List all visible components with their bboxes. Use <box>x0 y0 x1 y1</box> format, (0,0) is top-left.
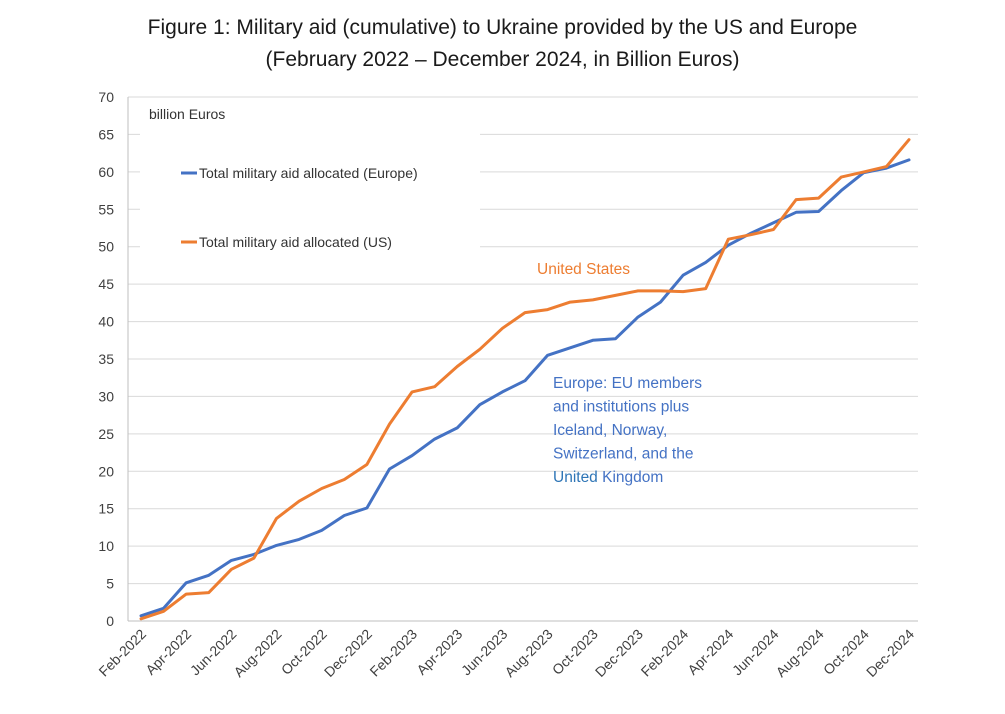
x-tick-label: Dec-2022 <box>321 626 375 680</box>
x-tick-label: Apr-2023 <box>413 626 465 678</box>
legend-background <box>140 104 480 264</box>
y-tick-label: 10 <box>98 538 114 554</box>
us-annotation: United States <box>537 261 630 278</box>
y-tick-label: 0 <box>106 613 114 629</box>
x-tick-label: Apr-2022 <box>142 626 194 678</box>
y-tick-label: 40 <box>98 314 114 330</box>
chart-title: Figure 1: Military aid (cumulative) to U… <box>147 16 858 39</box>
legend-entry: Total military aid allocated (Europe) <box>199 165 418 181</box>
y-tick-label: 55 <box>98 201 114 217</box>
x-tick-label: Dec-2023 <box>592 626 646 680</box>
us-series-line <box>139 138 911 621</box>
x-tick-label: Feb-2024 <box>638 626 692 680</box>
series-lines <box>139 138 911 621</box>
y-tick-label: 25 <box>98 426 114 442</box>
europe-annotation-line: Europe: EU members <box>553 375 702 392</box>
y-tick-label: 60 <box>98 164 114 180</box>
y-tick-label: 70 <box>98 89 114 105</box>
europe-annotation-fragment: United <box>553 469 598 486</box>
y-axis-unit-label: billion Euros <box>149 106 225 122</box>
x-tick-label: Aug-2022 <box>230 626 284 680</box>
y-tick-label: 15 <box>98 501 114 517</box>
y-tick-label: 30 <box>98 388 114 404</box>
europe-annotation-fragment: Kingdom <box>598 469 663 486</box>
grid-lines <box>128 96 918 585</box>
europe-annotation-line: Switzerland, and the <box>553 446 693 463</box>
x-tick-label: Dec-2024 <box>863 626 917 680</box>
y-tick-label: 5 <box>106 576 114 592</box>
y-tick-label: 50 <box>98 239 114 255</box>
axes <box>127 97 918 622</box>
x-tick-label: Feb-2023 <box>366 626 420 680</box>
y-tick-label: 35 <box>98 351 114 367</box>
chart-text: 0510152025303540455055606570Feb-2022Apr-… <box>95 89 917 680</box>
europe-annotation-line: and institutions plus <box>553 399 689 416</box>
x-tick-label: Aug-2023 <box>501 626 555 680</box>
y-tick-label: 65 <box>98 126 114 142</box>
europe-annotation-line: Iceland, Norway, <box>553 422 667 439</box>
x-tick-label: Apr-2024 <box>684 626 736 678</box>
x-tick-label: Feb-2022 <box>95 626 149 680</box>
x-tick-label: Aug-2024 <box>773 626 827 680</box>
europe-annotation-line: United Kingdom <box>553 469 663 486</box>
y-tick-label: 45 <box>98 276 114 292</box>
legend-entry: Total military aid allocated (US) <box>199 234 392 250</box>
chart-subtitle: (February 2022 – December 2024, in Billi… <box>265 48 740 71</box>
y-tick-label: 20 <box>98 463 114 479</box>
